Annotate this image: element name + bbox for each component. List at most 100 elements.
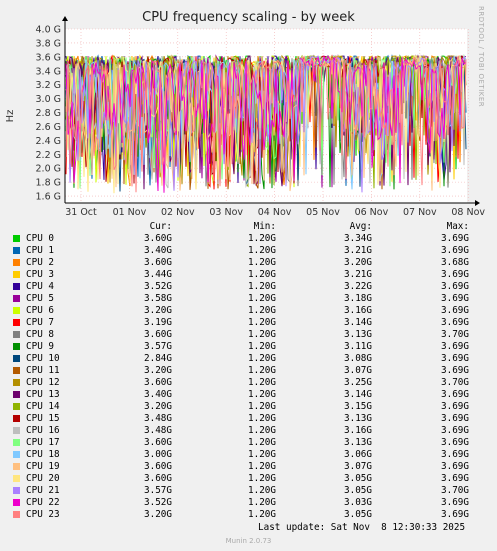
x-tick-label: 01 Nov: [113, 207, 147, 218]
x-tick-label: 04 Nov: [258, 207, 292, 218]
legend-row: CPU 16 3.48G 1.20G 3.16G 3.69G: [0, 425, 497, 437]
y-tick-label: 3.6 G: [36, 52, 62, 63]
y-tick-label: 3.4 G: [36, 66, 62, 77]
chart-title: CPU frequency scaling - by week: [142, 10, 355, 25]
legend-swatch: [13, 343, 20, 350]
legend-avg-value: 3.21G: [344, 269, 372, 280]
legend-swatch: [13, 259, 20, 266]
legend-swatch: [13, 415, 20, 422]
legend-series-name: CPU 7: [26, 317, 54, 328]
legend-row: CPU 12 3.60G 1.20G 3.25G 3.70G: [0, 377, 497, 389]
legend-swatch: [13, 307, 20, 314]
legend-min-value: 1.20G: [248, 413, 276, 424]
legend-avg-value: 3.20G: [344, 257, 372, 268]
legend-max-value: 3.68G: [441, 257, 469, 268]
last-update: Last update: Sat Nov 8 12:30:33 2025: [258, 522, 466, 533]
legend-cur-value: 3.52G: [144, 281, 172, 292]
legend-cur-value: 3.60G: [144, 461, 172, 472]
legend-avg-value: 3.03G: [344, 497, 372, 508]
legend-max-value: 3.69G: [441, 425, 469, 436]
legend-avg-value: 3.25G: [344, 377, 372, 388]
legend-row: CPU 15 3.48G 1.20G 3.13G 3.69G: [0, 413, 497, 425]
legend-swatch: [13, 499, 20, 506]
legend-swatch: [13, 271, 20, 278]
legend-max-value: 3.69G: [441, 509, 469, 520]
legend-row: CPU 6 3.20G 1.20G 3.16G 3.69G: [0, 305, 497, 317]
legend-cur-value: 3.40G: [144, 245, 172, 256]
y-tick-label: 2.8 G: [36, 108, 62, 119]
legend-swatch: [13, 427, 20, 434]
legend-max-value: 3.69G: [441, 269, 469, 280]
legend-max-value: 3.69G: [441, 473, 469, 484]
legend-swatch: [13, 439, 20, 446]
legend-header: Cur: Min: Avg: Max:: [0, 221, 497, 233]
legend-min-value: 1.20G: [248, 269, 276, 280]
x-axis-arrow: [475, 200, 480, 206]
legend-series-name: CPU 18: [26, 449, 60, 460]
legend-swatch: [13, 283, 20, 290]
legend-min-value: 1.20G: [248, 257, 276, 268]
y-tick-label: 2.4 G: [36, 136, 62, 147]
header-cur: Cur:: [149, 221, 172, 232]
x-tick-label: 08 Nov: [451, 207, 485, 218]
legend-series-name: CPU 11: [26, 365, 60, 376]
legend-max-value: 3.69G: [441, 233, 469, 244]
legend-swatch: [13, 247, 20, 254]
legend-row: CPU 4 3.52G 1.20G 3.22G 3.69G: [0, 281, 497, 293]
legend-row: CPU 22 3.52G 1.20G 3.03G 3.69G: [0, 497, 497, 509]
legend-avg-value: 3.05G: [344, 509, 372, 520]
legend-series-name: CPU 16: [26, 425, 60, 436]
legend-max-value: 3.69G: [441, 293, 469, 304]
legend-cur-value: 3.60G: [144, 437, 172, 448]
legend-min-value: 1.20G: [248, 341, 276, 352]
legend-cur-value: 3.00G: [144, 449, 172, 460]
legend-cur-value: 3.52G: [144, 497, 172, 508]
y-tick-label: 3.0 G: [36, 94, 62, 105]
legend-series-name: CPU 3: [26, 269, 54, 280]
y-tick-label: 3.2 G: [36, 80, 62, 91]
legend-series-name: CPU 15: [26, 413, 60, 424]
legend-series-name: CPU 0: [26, 233, 54, 244]
legend-cur-value: 3.57G: [144, 485, 172, 496]
legend-cur-value: 3.40G: [144, 389, 172, 400]
header-min: Min:: [253, 221, 276, 232]
legend-avg-value: 3.14G: [344, 317, 372, 328]
legend-row: CPU 3 3.44G 1.20G 3.21G 3.69G: [0, 269, 497, 281]
legend-series-name: CPU 19: [26, 461, 60, 472]
legend-row: CPU 7 3.19G 1.20G 3.14G 3.69G: [0, 317, 497, 329]
legend-swatch: [13, 391, 20, 398]
legend-avg-value: 3.05G: [344, 473, 372, 484]
y-tick-label: 4.0 G: [36, 25, 62, 36]
legend-avg-value: 3.18G: [344, 293, 372, 304]
legend-row: CPU 5 3.58G 1.20G 3.18G 3.69G: [0, 293, 497, 305]
legend-series-name: CPU 13: [26, 389, 60, 400]
legend-min-value: 1.20G: [248, 509, 276, 520]
legend-cur-value: 2.84G: [144, 353, 172, 364]
legend-min-value: 1.20G: [248, 233, 276, 244]
legend-swatch: [13, 511, 20, 518]
legend-min-value: 1.20G: [248, 281, 276, 292]
legend-series-name: CPU 6: [26, 305, 54, 316]
legend-series-name: CPU 2: [26, 257, 54, 268]
legend-cur-value: 3.58G: [144, 293, 172, 304]
legend-cur-value: 3.20G: [144, 401, 172, 412]
legend-cur-value: 3.60G: [144, 233, 172, 244]
legend-cur-value: 3.20G: [144, 509, 172, 520]
y-tick-label: 2.6 G: [36, 122, 62, 133]
legend-series-name: CPU 14: [26, 401, 60, 412]
legend-row: CPU 9 3.57G 1.20G 3.11G 3.69G: [0, 341, 497, 353]
legend-row: CPU 11 3.20G 1.20G 3.07G 3.69G: [0, 365, 497, 377]
x-tick-label: 03 Nov: [209, 207, 243, 218]
legend-series-name: CPU 12: [26, 377, 60, 388]
x-tick-label: 05 Nov: [306, 207, 340, 218]
legend-row: CPU 2 3.60G 1.20G 3.20G 3.68G: [0, 257, 497, 269]
legend-swatch: [13, 355, 20, 362]
legend-series-name: CPU 4: [26, 281, 54, 292]
legend-cur-value: 3.48G: [144, 413, 172, 424]
legend-max-value: 3.69G: [441, 497, 469, 508]
series-line: [65, 54, 467, 193]
legend-max-value: 3.69G: [441, 353, 469, 364]
legend-swatch: [13, 475, 20, 482]
legend-max-value: 3.70G: [441, 329, 469, 340]
legend-avg-value: 3.07G: [344, 365, 372, 376]
